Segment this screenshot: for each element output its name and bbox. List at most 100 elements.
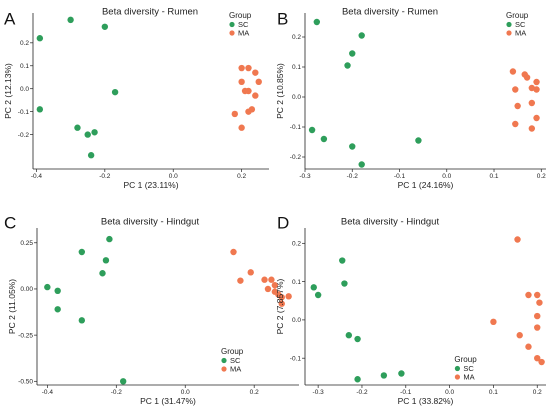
y-tick-label: -0.1 [290, 355, 302, 362]
chart-title: Beta diversity - Rumen [342, 7, 438, 18]
chart-title: Beta diversity - Rumen [102, 7, 198, 18]
x-tick-label: 0.0 [169, 173, 178, 180]
legend-key-sc [221, 357, 227, 364]
data-point-sc [354, 335, 361, 343]
legend-label: MA [238, 29, 249, 38]
data-point-ma [534, 324, 541, 331]
data-point-ma [525, 343, 532, 350]
panel-b: B Beta diversity - Rumen -0.3 -0.2 -0.1 0.0 0.… [275, 7, 546, 190]
data-point-ma [271, 282, 279, 289]
data-point-ma [528, 99, 536, 107]
x-axis-label: PC 1 (31.47%) [140, 396, 196, 406]
legend-key-ma [229, 30, 235, 36]
data-point-sc [354, 376, 361, 383]
x-tick-label: -0.4 [31, 173, 43, 180]
data-point-ma [261, 276, 268, 283]
data-point-ma [528, 125, 536, 132]
data-point-ma [536, 299, 543, 306]
data-point-ma [512, 120, 519, 128]
panel-c: C Beta diversity - Hindgut -0.4 -0.2 0.0 0.2 -… [4, 213, 299, 406]
y-axis-label: PC 2 (10.85%) [275, 63, 285, 119]
x-tick-label: 0.0 [445, 389, 454, 396]
y-axis-label: PC 2 (7.857%) [275, 278, 285, 334]
data-point-sc [102, 257, 110, 264]
data-point-ma [245, 64, 252, 72]
data-point-sc [358, 161, 365, 168]
data-point-ma [245, 87, 252, 95]
data-point-sc [84, 131, 91, 138]
y-tick-label: -0.50 [18, 379, 33, 386]
data-point-ma [285, 293, 292, 300]
legend-label: SC [230, 356, 241, 365]
legend-key-sc [506, 21, 512, 28]
data-point-sc [349, 50, 356, 57]
data-point-sc [344, 62, 351, 69]
data-point-ma [525, 291, 532, 299]
legend-label: SC [515, 20, 526, 29]
data-point-ma [264, 285, 272, 293]
x-axis-label: PC 1 (24.16%) [398, 180, 454, 190]
legend-title: Group [454, 355, 477, 364]
y-tick-label: -0.1 [18, 109, 30, 116]
legend-label: MA [230, 365, 241, 374]
legend-label: MA [463, 373, 474, 382]
data-point-ma [514, 236, 521, 243]
y-tick-label: 0.1 [20, 63, 29, 70]
data-point-ma [534, 354, 541, 362]
data-point-sc [339, 257, 346, 264]
data-point-sc [78, 248, 86, 256]
y-tick-label: 0.1 [292, 279, 301, 286]
data-point-ma [231, 110, 238, 118]
data-point-sc [54, 306, 61, 313]
legend-title: Group [221, 347, 244, 356]
data-point-sc [87, 152, 95, 159]
x-tick-label: -0.2 [111, 389, 123, 396]
legend-key-ma [506, 30, 512, 36]
y-tick-label: 0.0 [292, 317, 301, 324]
legend-label: MA [515, 29, 526, 38]
x-tick-label: -0.1 [394, 173, 406, 180]
data-point-ma [237, 277, 244, 284]
data-point-sc [380, 372, 388, 379]
panel-letter: B [277, 9, 288, 28]
x-tick-label: 0.1 [489, 173, 498, 180]
data-point-sc [314, 291, 322, 299]
panel-letter: C [4, 213, 16, 232]
data-point-sc [119, 378, 127, 385]
data-point-sc [398, 370, 405, 377]
x-tick-label: 0.2 [250, 389, 259, 396]
data-point-sc [78, 317, 86, 324]
panel-a: A Beta diversity - Rumen -0.4 -0.2 0.0 0.2 -0.… [3, 7, 269, 190]
data-point-ma [268, 276, 275, 283]
data-point-sc [106, 235, 113, 243]
data-point-ma [255, 78, 262, 86]
data-point-sc [308, 126, 316, 134]
data-point-ma [278, 294, 285, 301]
data-point-sc [36, 106, 44, 113]
y-tick-label: 0.25 [20, 240, 33, 247]
data-point-ma [238, 124, 245, 131]
x-tick-label: 0.0 [442, 173, 451, 180]
y-tick-label: -0.2 [18, 132, 30, 139]
data-point-sc [67, 16, 74, 24]
data-point-ma [523, 74, 531, 81]
data-point-ma [230, 248, 237, 256]
y-tick-label: -0.2 [290, 154, 302, 161]
y-tick-label: 0.2 [292, 241, 301, 248]
y-tick-label: -0.25 [18, 332, 33, 339]
y-tick-label: 0.2 [20, 40, 29, 47]
data-point-ma [278, 300, 285, 307]
legend-key-sc [454, 365, 461, 372]
data-point-ma [534, 312, 541, 320]
data-point-ma [252, 69, 259, 76]
chart-title: Beta diversity - Hindgut [101, 217, 200, 228]
data-point-sc [101, 23, 109, 30]
legend-key-ma [221, 366, 227, 372]
data-point-sc [320, 135, 328, 143]
data-point-ma [252, 92, 259, 99]
legend-label: SC [238, 20, 249, 29]
x-tick-label: 0.0 [181, 389, 190, 396]
